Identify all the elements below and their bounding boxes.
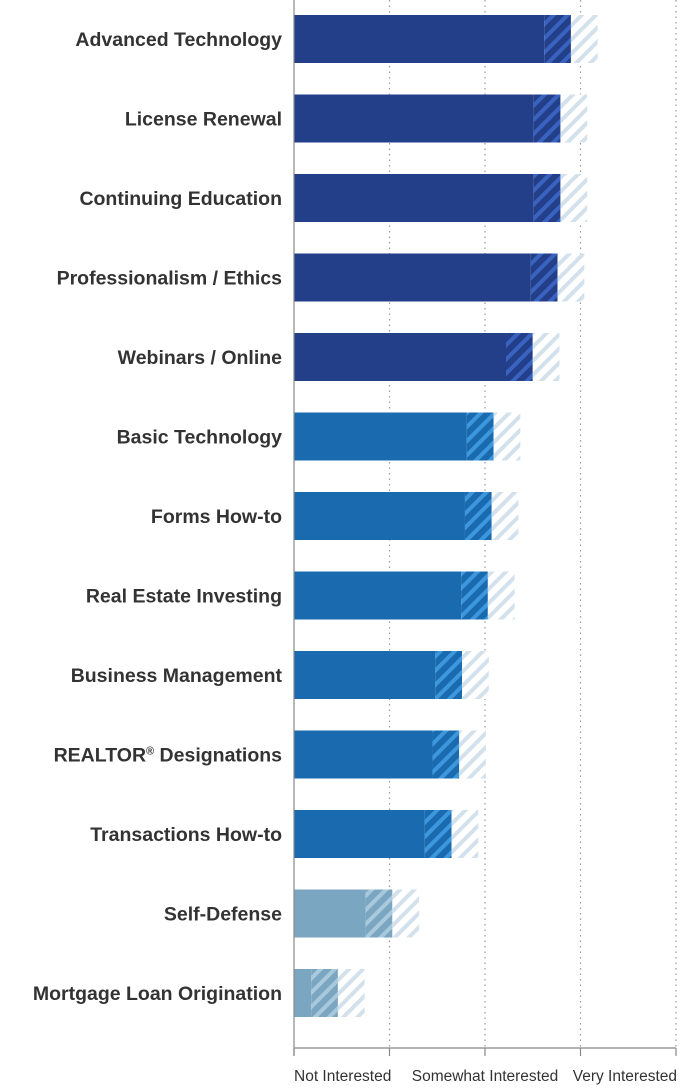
x-tick-label-2: Somewhat Interested <box>412 1068 558 1085</box>
bar-range-11 <box>392 889 420 938</box>
category-label-12: Mortgage Loan Origination <box>33 983 282 1005</box>
category-label-1: License Renewal <box>125 109 282 131</box>
bar-hatch-5 <box>466 412 494 461</box>
bar-0 <box>294 15 545 63</box>
bars <box>294 15 598 1017</box>
bar-range-6 <box>491 492 519 540</box>
bar-5 <box>294 412 467 461</box>
bar-hatch-0 <box>544 15 571 63</box>
bar-hatch-4 <box>506 333 533 381</box>
bar-hatch-11 <box>365 889 393 938</box>
bar-3 <box>294 253 531 302</box>
bar-2 <box>294 174 534 222</box>
category-label-4: Webinars / Online <box>118 347 282 369</box>
category-label-8: Business Management <box>71 665 283 687</box>
bar-7 <box>294 571 462 620</box>
category-label-11: Self-Defense <box>164 904 282 926</box>
category-label-9: REALTOR® Designations <box>54 745 283 767</box>
bar-6 <box>294 492 465 540</box>
bar-range-8 <box>462 651 489 699</box>
x-tick-label-4: Very Interested <box>573 1068 677 1085</box>
bar-range-5 <box>493 412 521 461</box>
bar-hatch-6 <box>464 492 492 540</box>
bar-hatch-8 <box>435 651 463 699</box>
bar-hatch-9 <box>432 730 460 779</box>
bar-hatch-10 <box>424 810 452 858</box>
bar-range-2 <box>560 174 588 222</box>
x-axis: Not Interested Somewhat Interested Very In… <box>293 0 677 1085</box>
category-label-7: Real Estate Investing <box>86 586 282 608</box>
bar-hatch-2 <box>533 174 561 222</box>
category-label-0: Advanced Technology <box>75 29 282 51</box>
bar-range-3 <box>557 253 585 302</box>
bar-range-0 <box>570 15 598 63</box>
category-label-5: Basic Technology <box>117 427 283 449</box>
bar-11 <box>294 889 366 938</box>
category-label-6: Forms How-to <box>151 506 282 528</box>
category-labels: Advanced Technology License Renewal Contin… <box>33 29 283 1005</box>
category-label-2: Continuing Education <box>79 188 282 210</box>
category-label-3: Professionalism / Ethics <box>57 268 283 290</box>
bar-1 <box>294 94 534 143</box>
bar-range-12 <box>337 969 365 1017</box>
bar-12 <box>294 969 312 1017</box>
bar-4 <box>294 333 507 381</box>
bar-hatch-3 <box>530 253 558 302</box>
category-label-10: Transactions How-to <box>90 824 282 846</box>
bar-hatch-7 <box>461 571 488 620</box>
bar-range-9 <box>459 730 486 779</box>
bar-range-10 <box>451 810 479 858</box>
bar-hatch-1 <box>533 94 561 143</box>
bar-range-7 <box>487 571 515 620</box>
x-tick-label-0: Not Interested <box>294 1068 391 1085</box>
bar-range-4 <box>532 333 560 381</box>
bar-10 <box>294 810 425 858</box>
bar-9 <box>294 730 433 779</box>
bar-hatch-12 <box>311 969 338 1017</box>
bar-range-1 <box>560 94 588 143</box>
bar-8 <box>294 651 436 699</box>
